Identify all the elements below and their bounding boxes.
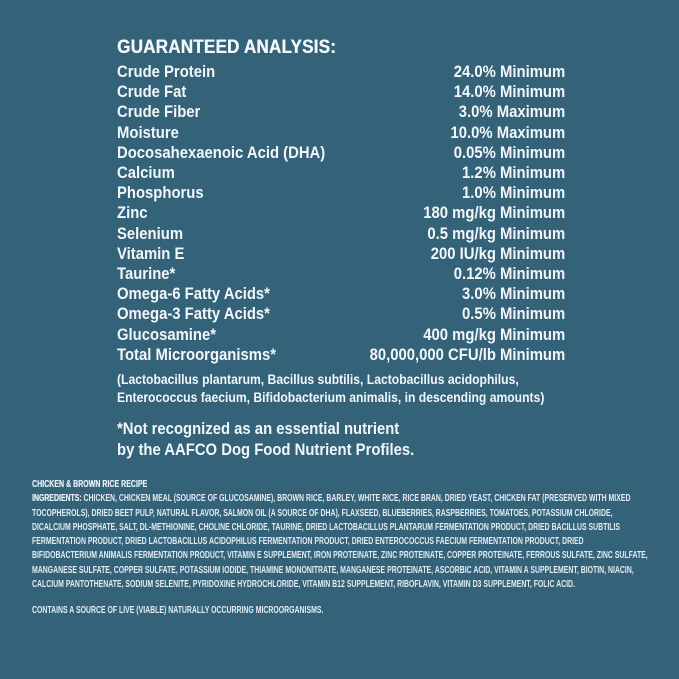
nutrient-name: Crude Fiber	[117, 103, 201, 122]
nutrient-name: Taurine*	[117, 265, 176, 284]
nutrient-name: Vitamin E	[117, 244, 185, 263]
analysis-row-total-microorganisms: Total Microorganisms* 80,000,000 CFU/lb …	[117, 345, 565, 365]
nutrient-name: Zinc	[117, 204, 148, 223]
analysis-row-omega6: Omega-6 Fatty Acids* 3.0% Minimum	[117, 284, 565, 304]
nutrient-value: 0.05% Minimum	[453, 143, 566, 162]
nutrient-value: 1.0% Minimum	[462, 184, 566, 203]
nutrient-name: Calcium	[117, 164, 175, 183]
analysis-row-zinc: Zinc 180 mg/kg Minimum	[117, 203, 565, 223]
microorganisms-note-line2: Enterococcus faecium, Bifidobacterium an…	[117, 389, 545, 405]
nutrient-value: 200 IU/kg Minimum	[430, 244, 566, 263]
nutrient-name: Crude Fat	[117, 83, 187, 102]
analysis-row-calcium: Calcium 1.2% Minimum	[117, 163, 565, 183]
nutrient-value: 1.2% Minimum	[462, 164, 566, 183]
analysis-row-phosphorus: Phosphorus 1.0% Minimum	[117, 183, 565, 203]
analysis-row-selenium: Selenium 0.5 mg/kg Minimum	[117, 224, 565, 244]
analysis-row-crude-fat: Crude Fat 14.0% Minimum	[117, 82, 565, 102]
analysis-row-dha: Docosahexaenoic Acid (DHA) 0.05% Minimum	[117, 143, 565, 163]
ingredients-paragraph: INGREDIENTS: CHICKEN, CHICKEN MEAL (SOUR…	[32, 492, 650, 592]
analysis-row-glucosamine: Glucosamine* 400 mg/kg Minimum	[117, 325, 565, 345]
nutrient-value: 3.0% Minimum	[462, 285, 566, 304]
ingredients-label: INGREDIENTS:	[32, 493, 82, 505]
ingredients-text: CHICKEN, CHICKEN MEAL (SOURCE OF GLUCOSA…	[32, 493, 648, 591]
nutrient-value: 0.5 mg/kg Minimum	[427, 224, 566, 243]
nutrient-value: 10.0% Maximum	[450, 123, 566, 142]
nutrient-name: Total Microorganisms*	[117, 345, 276, 364]
nutrient-name: Phosphorus	[117, 184, 204, 203]
microorganisms-note: (Lactobacillus plantarum, Bacillus subti…	[117, 371, 565, 406]
analysis-row-moisture: Moisture 10.0% Maximum	[117, 123, 565, 143]
microorganisms-note-line1: (Lactobacillus plantarum, Bacillus subti…	[117, 372, 519, 388]
guaranteed-analysis-table: Crude Protein 24.0% Minimum Crude Fat 14…	[117, 62, 565, 365]
nutrient-name: Selenium	[117, 224, 184, 243]
nutrient-name: Moisture	[117, 123, 179, 142]
nutrient-name: Omega-3 Fatty Acids*	[117, 305, 270, 324]
nutrient-name: Docosahexaenoic Acid (DHA)	[117, 143, 326, 162]
nutrient-value: 180 mg/kg Minimum	[423, 204, 566, 223]
nutrient-value: 3.0% Maximum	[458, 103, 566, 122]
analysis-row-crude-protein: Crude Protein 24.0% Minimum	[117, 62, 565, 82]
nutrient-value: 14.0% Minimum	[453, 83, 566, 102]
analysis-row-taurine: Taurine* 0.12% Minimum	[117, 264, 565, 284]
nutrient-name: Omega-6 Fatty Acids*	[117, 285, 270, 304]
guaranteed-analysis-section: GUARANTEED ANALYSIS: Crude Protein 24.0%…	[117, 36, 565, 460]
nutrient-value: 80,000,000 CFU/lb Minimum	[369, 345, 566, 364]
live-microorganisms-note: CONTAINS A SOURCE OF LIVE (VIABLE) NATUR…	[32, 605, 324, 617]
nutrient-value: 24.0% Minimum	[453, 63, 566, 81]
nutrient-name: Crude Protein	[117, 63, 216, 81]
nutrient-value: 0.12% Minimum	[453, 265, 566, 284]
aafco-footnote-line2: by the AAFCO Dog Food Nutrient Profiles.	[117, 440, 415, 459]
analysis-row-vitamin-e: Vitamin E 200 IU/kg Minimum	[117, 244, 565, 264]
nutrient-value: 400 mg/kg Minimum	[423, 325, 566, 344]
aafco-footnote-line1: *Not recognized as an essential nutrient	[117, 420, 400, 439]
nutrient-value: 0.5% Minimum	[462, 305, 566, 324]
recipe-title: CHICKEN & BROWN RICE RECIPE	[32, 479, 148, 490]
analysis-row-crude-fiber: Crude Fiber 3.0% Maximum	[117, 102, 565, 122]
ingredients-section: CHICKEN & BROWN RICE RECIPE INGREDIENTS:…	[32, 478, 650, 619]
guaranteed-analysis-heading: GUARANTEED ANALYSIS:	[117, 37, 336, 58]
analysis-row-omega3: Omega-3 Fatty Acids* 0.5% Minimum	[117, 304, 565, 324]
nutrient-name: Glucosamine*	[117, 325, 217, 344]
aafco-footnote: *Not recognized as an essential nutrient…	[117, 419, 565, 460]
